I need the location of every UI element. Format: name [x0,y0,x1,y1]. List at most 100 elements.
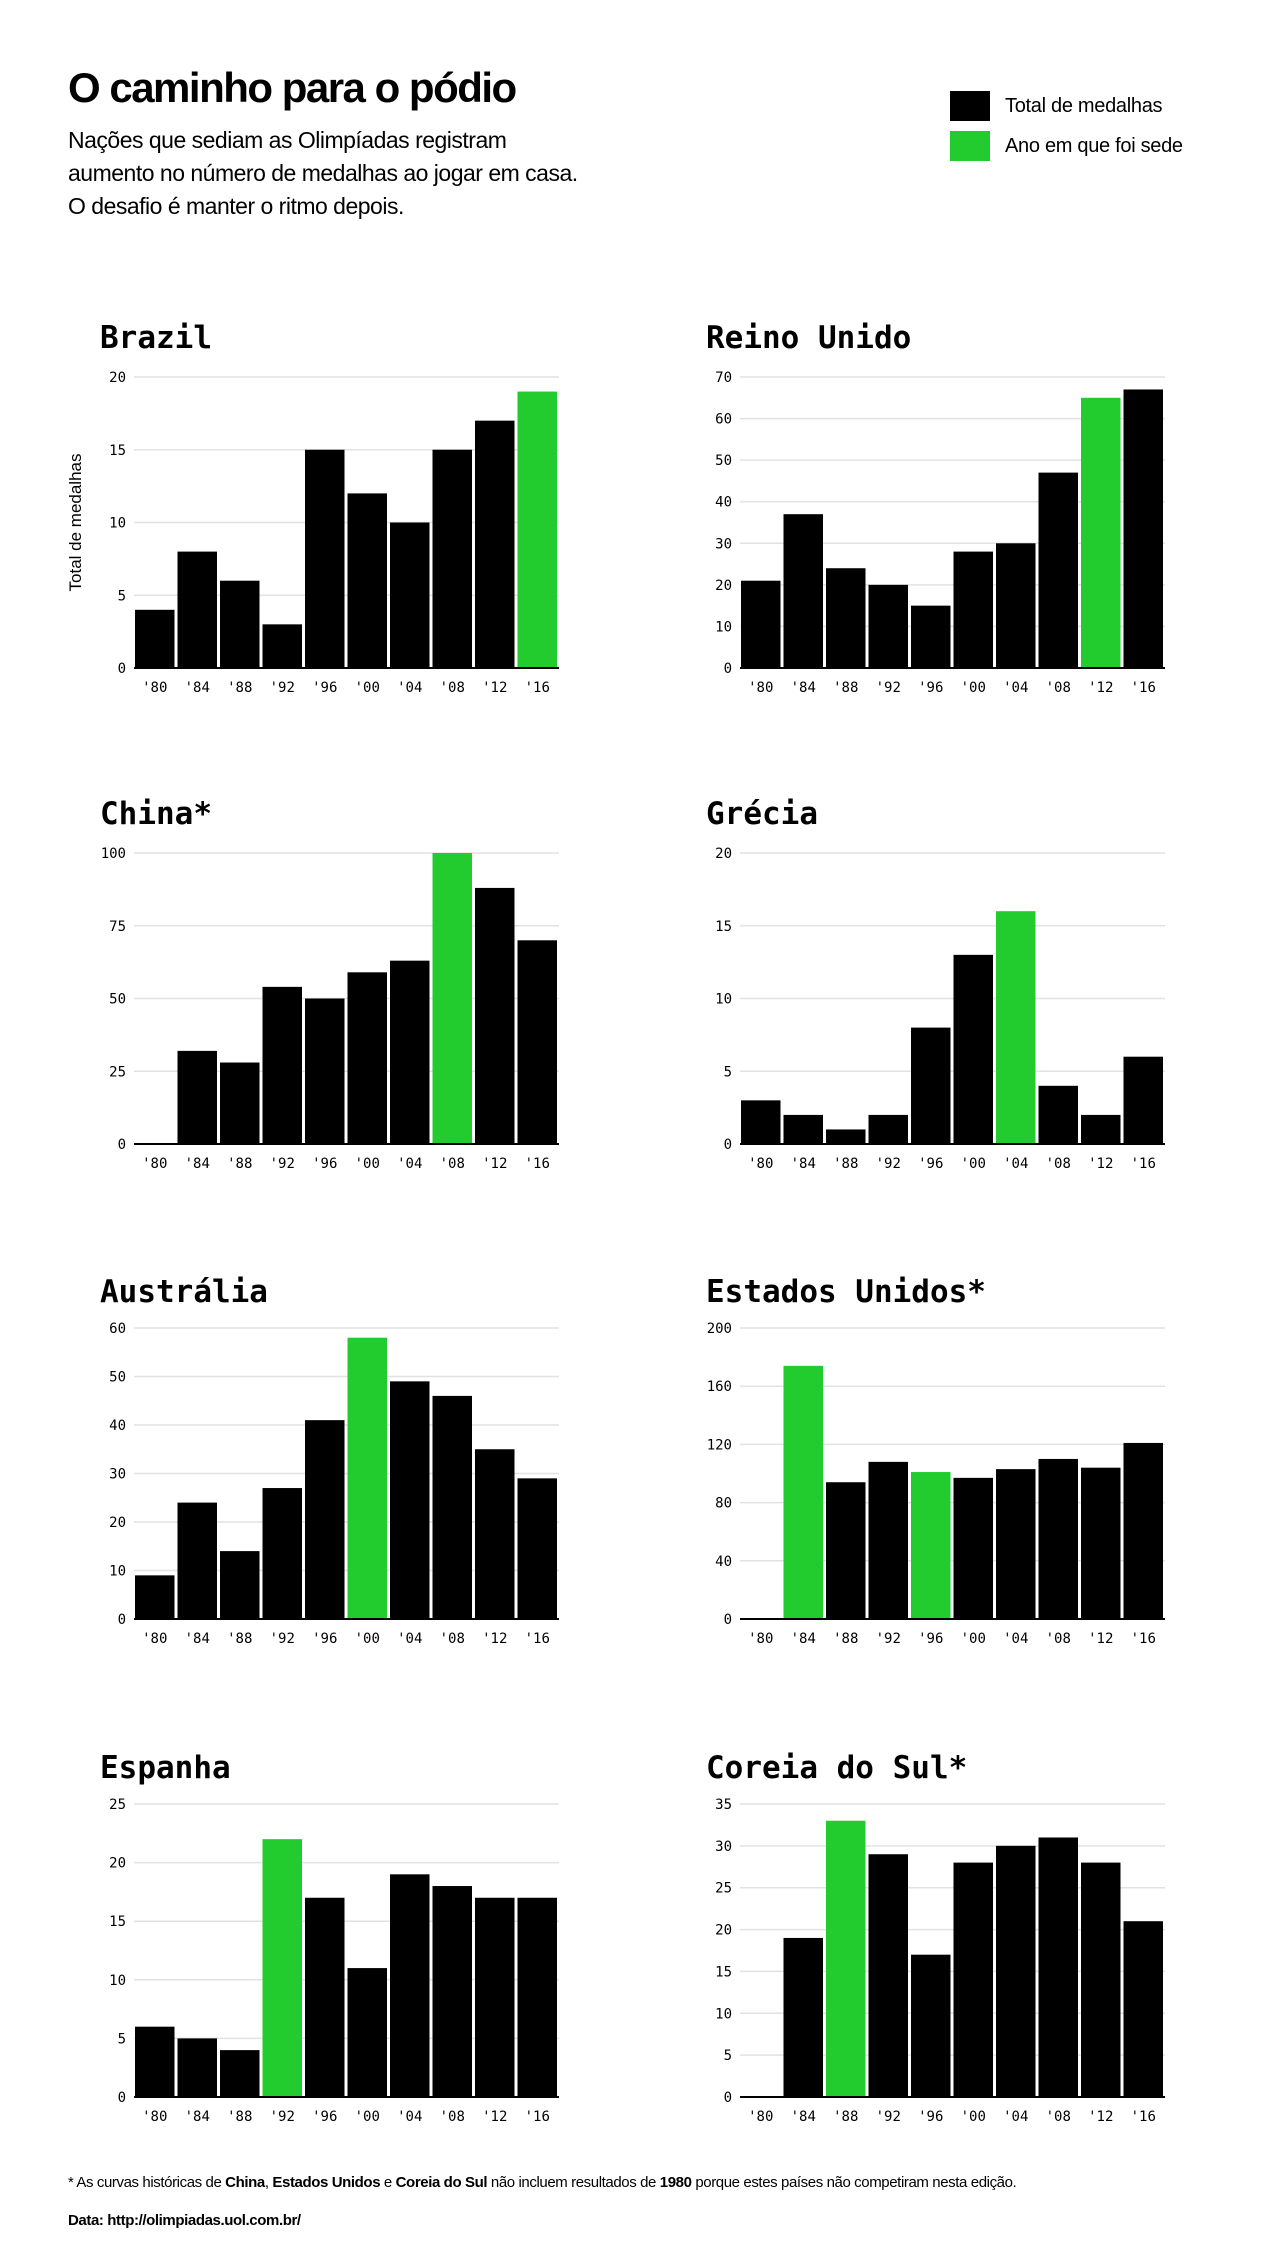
y-tick-label: 20 [109,1515,126,1531]
chart-title: Estados Unidos* [706,1274,986,1310]
bar [826,1482,866,1619]
y-tick-label: 25 [715,1881,732,1897]
x-tick-label: '96 [918,1156,943,1172]
data-source: Data: http://olimpiadas.uol.com.br/ [68,2212,301,2229]
bar [305,1420,345,1619]
x-tick-label: '96 [312,1156,337,1172]
bar [220,2050,260,2097]
bar [953,1477,993,1619]
x-tick-label: '16 [1131,1156,1156,1172]
y-tick-label: 15 [109,1914,126,1930]
x-tick-label: '12 [482,680,507,696]
bar [390,1381,430,1619]
x-tick-label: '08 [1046,680,1071,696]
y-tick-label: 20 [715,578,732,594]
footnote-text: Coreia do Sul [395,2174,488,2191]
bar [135,609,175,668]
x-tick-label: '00 [961,1156,986,1172]
x-tick-label: '88 [227,1631,252,1647]
x-tick-label: '04 [1003,1631,1028,1647]
y-tick-label: 50 [109,992,126,1008]
y-tick-label: 50 [715,453,732,469]
legend-item-host: Ano em que foi sede [950,126,1183,166]
bar-host [783,1365,823,1619]
bar [953,551,993,668]
bar [1081,1467,1121,1619]
bar [741,1100,781,1144]
footnote: * As curvas históricas de China, Estados… [68,2174,1017,2191]
x-tick-label: '12 [1088,2109,1113,2125]
x-tick-label: '96 [312,1631,337,1647]
chart-espanha: Espanha 0 5 10 15 20 25 '80 '84 '88 '92 '96 '00 '04 '0… [100,1750,559,2125]
bar [177,1502,217,1619]
x-tick-label: '96 [918,680,943,696]
bar [868,584,908,668]
y-tick-label: 15 [109,443,126,459]
y-tick-label: 20 [109,1856,126,1872]
bar [911,1954,951,2097]
x-tick-label: '16 [525,2109,550,2125]
bar [390,522,430,668]
bar [953,1862,993,2097]
chart-title: Reino Unido [706,320,911,356]
bar [1038,1837,1078,2097]
x-tick-label: '12 [482,1156,507,1172]
subtitle-line: Nações que sediam as Olimpíadas registra… [68,127,507,153]
x-tick-label: '04 [1003,1156,1028,1172]
bar-host [262,1839,302,2097]
x-tick-label: '92 [876,680,901,696]
chart-brazil: Brazil 0 5 10 15 20 '80 '84 '88 '92 '96 '00 '04 '08 '1… [66,320,559,696]
bar [783,1937,823,2097]
bar [135,2026,175,2097]
chart-title: Austrália [100,1274,268,1310]
subtitle-line: aumento no número de medalhas ao jogar e… [68,160,578,186]
y-tick-label: 15 [715,1964,732,1980]
x-tick-label: '00 [355,1631,380,1647]
y-tick-label: 100 [101,846,126,862]
y-tick-label: 0 [724,2090,732,2106]
bar [347,493,387,668]
bar-host [432,853,472,1144]
x-tick-label: '80 [748,2109,773,2125]
x-tick-label: '00 [961,680,986,696]
y-tick-label: 5 [118,588,126,604]
y-tick-label: 10 [109,1564,126,1580]
x-tick-label: '84 [791,2109,816,2125]
footnote-text: e [380,2174,396,2191]
page-title: O caminho para o pódio [68,64,517,111]
x-tick-label: '92 [270,2109,295,2125]
legend-label: Total de medalhas [1005,94,1163,117]
y-tick-label: 200 [707,1321,732,1337]
bar [220,1062,260,1144]
bar-host [517,391,557,668]
bar [347,972,387,1144]
x-tick-label: '84 [791,1631,816,1647]
x-tick-label: '92 [876,1156,901,1172]
y-tick-label: 60 [715,412,732,428]
bar [475,887,515,1144]
y-tick-label: 10 [715,619,732,635]
y-tick-label: 5 [118,2031,126,2047]
y-tick-label: 0 [118,1612,126,1628]
y-tick-label: 75 [109,919,126,935]
y-tick-label: 10 [109,1973,126,1989]
bar [390,960,430,1144]
footnote-text: , [264,2174,273,2191]
bar [135,1575,175,1619]
legend-label: Ano em que foi sede [1005,134,1183,157]
x-tick-label: '08 [440,680,465,696]
chart-coreia-do-sul-: Coreia do Sul* 0 5 10 15 20 25 30 35 '80 '84 '88 '92… [706,1750,1165,2125]
bar [996,543,1036,668]
x-tick-label: '80 [748,1156,773,1172]
bar [305,1897,345,2097]
x-tick-label: '12 [482,1631,507,1647]
x-tick-label: '00 [961,1631,986,1647]
x-tick-label: '16 [525,1631,550,1647]
x-tick-label: '88 [833,1156,858,1172]
y-axis-label: Total de medalhas [66,454,85,592]
y-tick-label: 0 [118,1137,126,1153]
x-tick-label: '16 [525,680,550,696]
bar [1038,1085,1078,1144]
y-tick-label: 50 [109,1370,126,1386]
bar [305,998,345,1144]
